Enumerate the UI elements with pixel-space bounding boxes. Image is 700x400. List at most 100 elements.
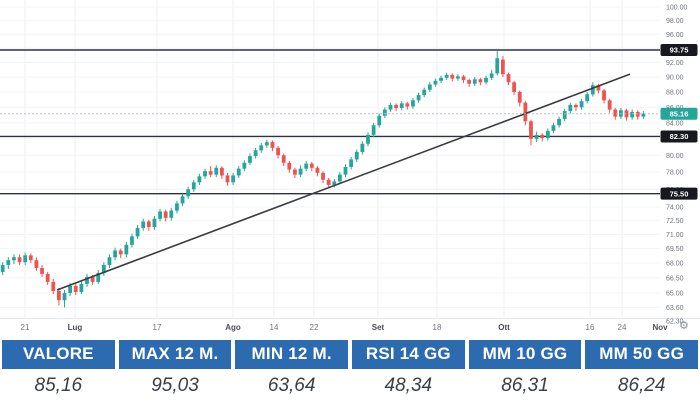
svg-text:Lug: Lug xyxy=(68,323,83,332)
candle xyxy=(253,147,258,159)
candle xyxy=(562,108,567,122)
candle xyxy=(293,167,297,179)
candle xyxy=(23,252,28,266)
stats-value-valore: 85,16 xyxy=(2,369,115,397)
candle xyxy=(231,172,236,185)
candle xyxy=(225,172,230,186)
candle xyxy=(197,173,202,185)
candle xyxy=(517,90,522,107)
trend-line[interactable] xyxy=(56,73,631,291)
svg-text:18: 18 xyxy=(433,323,442,332)
candle xyxy=(141,218,146,231)
svg-text:Ago: Ago xyxy=(225,323,241,332)
svg-text:62.30: 62.30 xyxy=(666,319,684,326)
candle xyxy=(422,87,427,98)
candle xyxy=(579,98,584,110)
candle xyxy=(270,140,275,152)
svg-text:22: 22 xyxy=(310,323,319,332)
candle xyxy=(73,283,78,296)
candle xyxy=(326,178,331,189)
candle xyxy=(79,280,84,295)
candle xyxy=(186,186,191,199)
candle xyxy=(28,253,33,264)
candle xyxy=(248,153,252,166)
candle xyxy=(214,165,219,178)
candle xyxy=(574,103,578,112)
candle xyxy=(163,209,168,222)
svg-text:63.60: 63.60 xyxy=(666,305,684,312)
candle xyxy=(388,102,393,112)
svg-text:85.16: 85.16 xyxy=(670,109,689,118)
candle xyxy=(62,289,67,308)
candle xyxy=(478,77,483,86)
svg-text:100.00: 100.00 xyxy=(666,5,688,12)
svg-text:21: 21 xyxy=(21,323,30,332)
candle xyxy=(85,273,89,287)
candle xyxy=(304,161,309,172)
candle xyxy=(456,74,460,81)
candle xyxy=(180,193,185,207)
level-price-badge: 75.50 xyxy=(660,187,698,200)
candle xyxy=(259,142,264,153)
candle xyxy=(321,171,325,184)
candle xyxy=(349,156,354,170)
candle xyxy=(12,254,16,265)
stats-col-mm10: MM 10 GG 86,31 xyxy=(468,340,582,397)
candle xyxy=(371,122,376,138)
svg-text:Nov: Nov xyxy=(652,323,668,332)
svg-text:Set: Set xyxy=(372,323,385,332)
candlestick-chart[interactable]: 21 Lug 17 Ago 14 22 Set 18 Ott 16 24 Nov 100.00 98.00… xyxy=(0,0,700,337)
candle xyxy=(338,172,342,185)
chart-canvas[interactable]: 21 Lug 17 Ago 14 22 Set 18 Ott 16 24 Nov 100.00 98.00… xyxy=(0,0,700,337)
candle xyxy=(360,141,365,155)
svg-text:74.00: 74.00 xyxy=(666,204,684,211)
candle xyxy=(343,164,348,178)
settings-gear-icon[interactable]: ⚙ xyxy=(679,320,689,332)
svg-text:17: 17 xyxy=(153,323,162,332)
time-axis: 21 Lug 17 Ago 14 22 Set 18 Ott 16 24 Nov xyxy=(21,323,669,332)
stats-header-mm10: MM 10 GG xyxy=(468,340,582,369)
svg-text:69.50: 69.50 xyxy=(666,246,684,253)
stats-header-mm50: MM 50 GG xyxy=(585,340,698,369)
candle xyxy=(467,78,472,87)
svg-text:88.00: 88.00 xyxy=(666,90,684,97)
candle xyxy=(529,119,533,146)
candle xyxy=(366,132,370,147)
candle xyxy=(545,128,550,141)
svg-text:Ott: Ott xyxy=(498,323,510,332)
candle xyxy=(439,75,443,84)
svg-text:78.00: 78.00 xyxy=(666,170,684,177)
svg-text:92.00: 92.00 xyxy=(666,60,684,67)
candle xyxy=(276,146,280,159)
svg-text:72.50: 72.50 xyxy=(666,218,684,225)
candle xyxy=(118,248,123,259)
candle xyxy=(399,101,404,111)
candle xyxy=(219,166,224,179)
candle xyxy=(394,103,398,112)
candle xyxy=(309,161,314,172)
stats-header-valore: VALORE xyxy=(2,340,115,369)
level-price-badge: 93.75 xyxy=(660,44,698,56)
candle xyxy=(557,116,561,128)
candle xyxy=(34,257,39,271)
candle xyxy=(45,271,50,285)
stats-value-min12m: 63,64 xyxy=(235,369,348,397)
stats-col-mm50: MM 50 GG 86,24 xyxy=(585,340,698,397)
candle xyxy=(624,108,629,121)
svg-text:80.00: 80.00 xyxy=(666,153,684,160)
candle xyxy=(427,82,432,93)
candle xyxy=(101,262,106,276)
candle xyxy=(461,74,466,84)
candle xyxy=(6,257,11,269)
candle xyxy=(382,107,387,119)
stats-header-max12m: MAX 12 M. xyxy=(118,340,232,369)
candle xyxy=(0,262,5,275)
stats-col-valore: VALORE 85,16 xyxy=(2,340,115,397)
candle xyxy=(315,166,320,177)
candle xyxy=(641,111,646,119)
stats-value-mm10: 86,31 xyxy=(468,369,582,397)
candle xyxy=(635,110,640,120)
level-price-badge: 82.30 xyxy=(660,130,698,143)
candle xyxy=(489,69,494,81)
stats-col-min12m: MIN 12 M. 63,64 xyxy=(235,340,348,397)
